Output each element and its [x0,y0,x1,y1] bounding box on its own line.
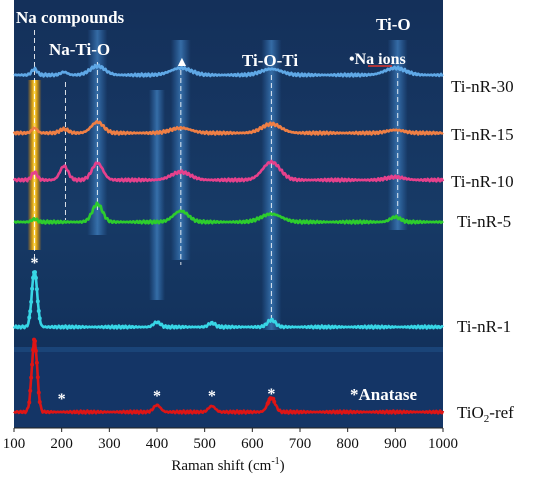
x-tick-label-800: 800 [336,436,359,452]
x-tick-label-200: 200 [50,436,73,452]
series-point [28,309,33,314]
annotation-triangle-marker: ▲ [175,55,189,70]
series-point [29,299,34,304]
x-tick-label-400: 400 [146,436,169,452]
series-point [31,275,36,280]
x-tick-label-700: 700 [289,436,312,452]
band-glow-layer [27,30,408,330]
series-line-1 [12,120,444,136]
series-point [32,270,37,275]
annotation-na-compounds: Na compounds [16,8,125,27]
x-tick-label-600: 600 [241,436,264,452]
x-tick-label-500: 500 [193,436,216,452]
dashed-guide-layer [33,30,399,318]
band-glow-1 [149,90,165,300]
series-points-4 [27,270,42,321]
anatase-star-layer: * * * * * [30,255,275,408]
series-point [32,339,37,344]
band-glow-0 [87,30,108,235]
series-label-ti-nr-15: Ti-nR-15 [451,125,514,144]
series-point [37,399,42,404]
band-glow-3 [261,40,282,330]
anatase-star-400: * [153,388,161,405]
series-point [30,362,35,367]
annotation-anatase: *Anatase [350,385,418,404]
series-label-ti-nr-30: Ti-nR-30 [451,77,514,96]
anatase-star-200: * [58,391,66,408]
tio2-main: TiO [457,403,484,422]
panel-divider [14,347,443,352]
series-line-3 [13,201,444,225]
series-label-ti-nr-5: Ti-nR-5 [457,212,511,231]
x-axis-title-sup: -1 [271,456,279,467]
series-point [272,399,277,404]
series-point [34,360,39,365]
series-point [33,348,38,353]
series-line-0 [13,63,444,78]
series-point [36,390,41,395]
series-label-ti-nr-10: Ti-nR-10 [451,172,514,191]
series-point [35,375,40,380]
series-point [37,316,42,321]
series-point [27,315,32,320]
lower-panel-background [14,352,443,428]
band-glow-4 [387,40,408,230]
annotation-ti-o-ti: Ti-O-Ti [242,51,298,70]
annotation-na-ions: •Na ions [349,51,406,68]
anatase-star-640: * [267,386,275,403]
anatase-star-143: * [30,255,38,272]
series-point [29,375,34,380]
anatase-star-515: * [208,388,216,405]
series-points-5 [27,337,277,406]
series-line-5 [13,338,445,415]
series-point [35,299,40,304]
series-point [30,286,35,291]
x-tick-layer: 100 200 300 400 500 600 700 800 900 1000 [3,428,458,452]
tio2-sub: 2 [484,413,490,425]
spectra-layer [12,63,445,415]
series-point [34,287,39,292]
x-axis-title: Raman shift (cm-1) [171,456,284,474]
annotation-na-ti-o: Na-Ti-O [49,40,110,59]
series-point [36,308,41,313]
series-label-tio2-ref: TiO2-ref [457,403,514,425]
series-label-ti-nr-1: Ti-nR-1 [457,317,511,336]
na-compound-hot-band [27,80,42,250]
x-tick-label-900: 900 [384,436,407,452]
series-line-2 [12,159,445,183]
series-point [33,275,38,280]
x-axis-title-tail: ) [280,458,285,474]
series-point [27,400,32,405]
x-tick-label-1000: 1000 [428,436,458,452]
x-axis-title-main: Raman shift (cm [171,458,271,474]
x-tick-label-300: 300 [98,436,121,452]
annotation-ti-o: Ti-O [376,15,411,34]
series-point [28,388,33,393]
x-tick-label-100: 100 [3,436,26,452]
tio2-tail: -ref [489,403,514,422]
series-line-4 [12,270,444,330]
